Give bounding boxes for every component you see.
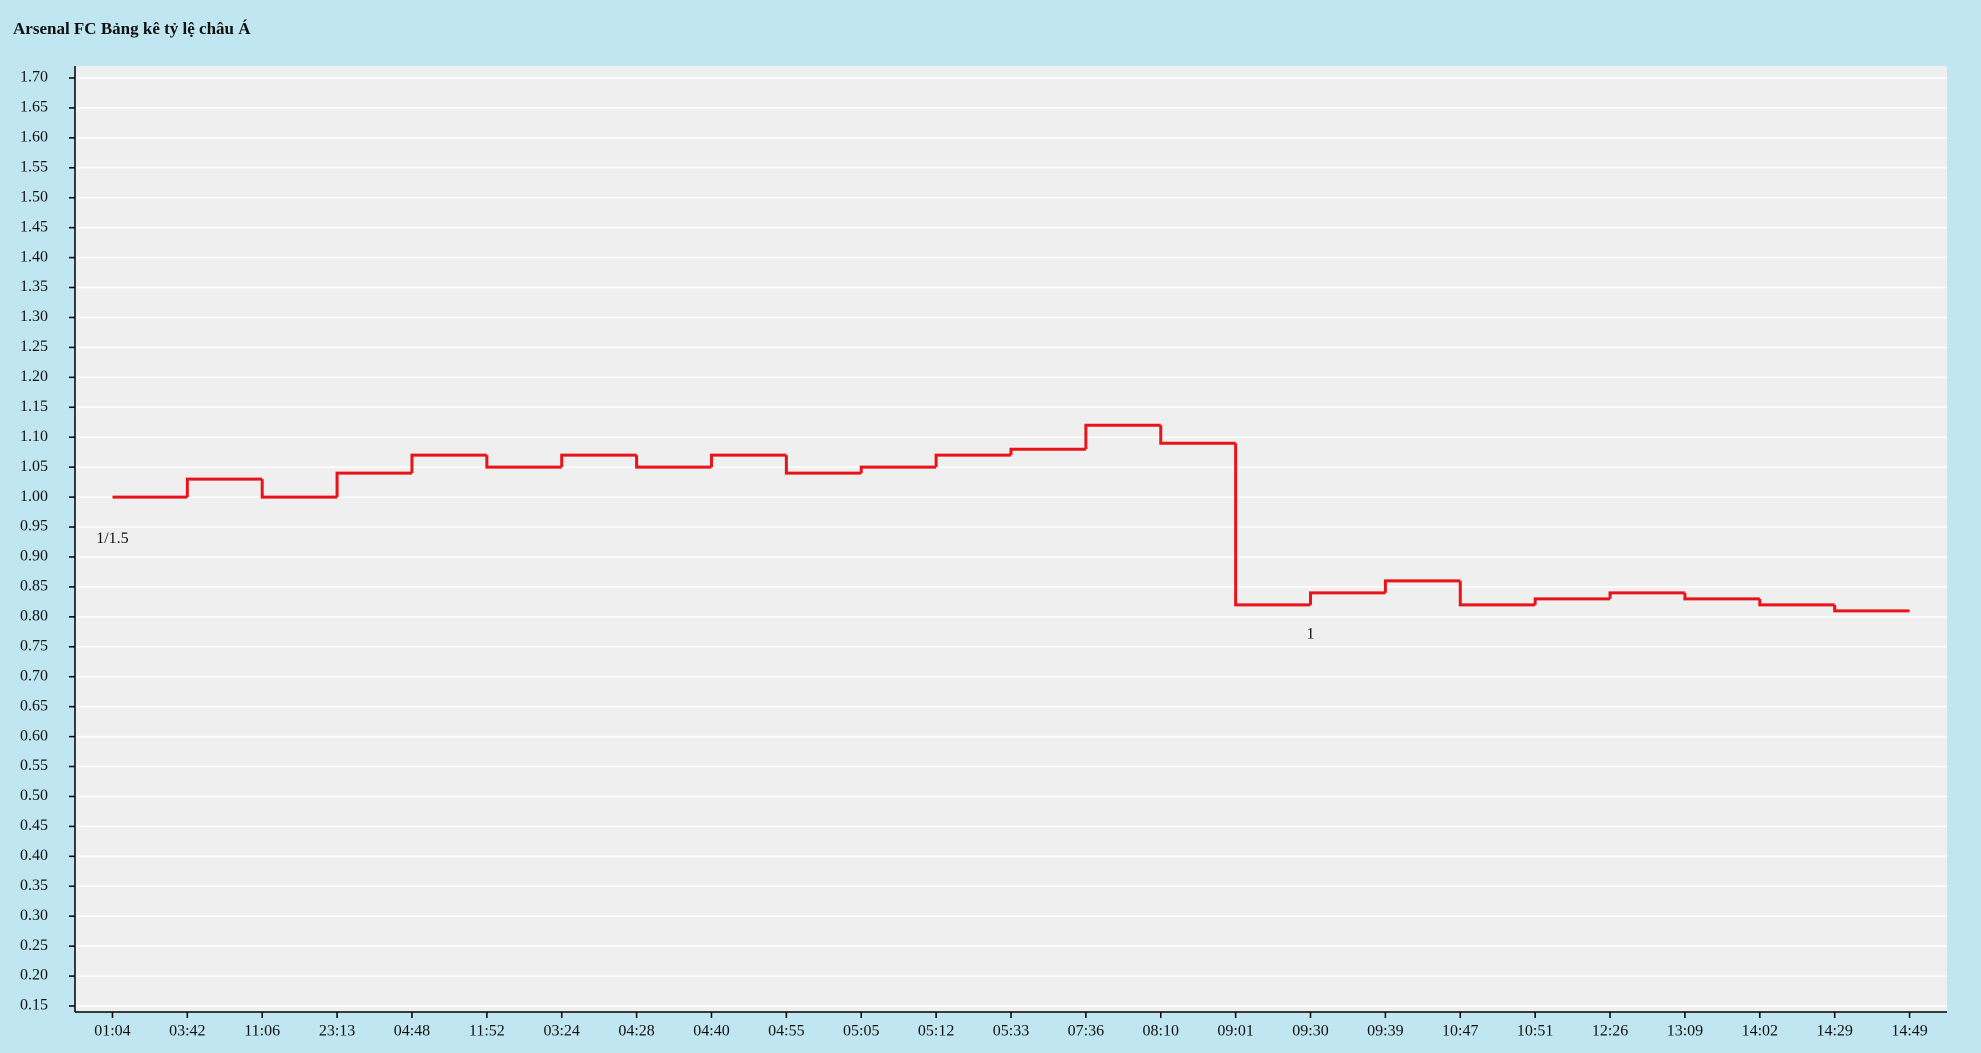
y-tick-label: 0.25 — [20, 937, 48, 954]
y-tick-label: 0.85 — [20, 578, 48, 595]
y-tick-label: 1.35 — [20, 278, 48, 295]
y-tick-label: 1.20 — [20, 368, 48, 385]
y-tick-label: 0.90 — [20, 548, 48, 565]
y-tick-label: 0.35 — [20, 877, 48, 894]
y-tick-label: 1.05 — [20, 458, 48, 475]
x-tick-label: 08:10 — [1143, 1023, 1179, 1040]
step-line — [1084, 423, 1161, 450]
step-line — [709, 453, 787, 468]
y-tick-label: 1.40 — [20, 248, 48, 265]
y-tick-label: 0.40 — [20, 847, 48, 864]
x-tick-label: 10:51 — [1517, 1023, 1553, 1040]
y-tick-label: 1.25 — [20, 338, 48, 355]
annotation: 1 — [1307, 626, 1315, 643]
step-line — [560, 453, 637, 468]
x-tick-label: 03:24 — [543, 1023, 579, 1040]
x-tick-label: 14:49 — [1891, 1023, 1927, 1040]
step-line — [635, 455, 712, 469]
x-tick-label: 01:04 — [94, 1023, 130, 1040]
step-line — [1009, 447, 1086, 456]
step-line — [1309, 591, 1386, 605]
x-tick-label: 11:06 — [244, 1023, 280, 1040]
step-line — [410, 453, 487, 474]
y-tick-label: 1.30 — [20, 308, 48, 325]
y-tick-label: 0.30 — [20, 907, 48, 924]
step-line — [934, 453, 1011, 468]
step-line — [1758, 598, 1835, 607]
x-tick-label: 04:40 — [693, 1023, 729, 1040]
y-tick-label: 0.20 — [20, 967, 48, 984]
step-line — [1533, 597, 1611, 605]
y-tick-label: 1.10 — [20, 428, 48, 445]
y-tick-label: 0.95 — [20, 518, 48, 535]
x-tick-label: 09:39 — [1367, 1023, 1403, 1040]
y-tick-label: 1.00 — [20, 488, 48, 505]
x-tick-label: 05:05 — [843, 1023, 879, 1040]
x-tick-label: 14:29 — [1816, 1023, 1852, 1040]
x-tick-label: 12:26 — [1592, 1023, 1628, 1040]
y-tick-label: 0.75 — [20, 637, 48, 654]
step-line — [1159, 425, 1236, 445]
x-tick-label: 05:12 — [918, 1023, 954, 1040]
annotation: 1/1.5 — [96, 530, 128, 547]
x-tick-label: 14:02 — [1742, 1023, 1778, 1040]
x-tick-label: 04:55 — [768, 1023, 804, 1040]
x-tick-label: 05:33 — [993, 1023, 1029, 1040]
step-line — [859, 465, 937, 474]
step-line — [335, 471, 412, 498]
step-line — [260, 479, 338, 499]
x-tick-label: 03:42 — [169, 1023, 205, 1040]
step-line — [1608, 591, 1685, 599]
y-tick-label: 0.70 — [20, 667, 48, 684]
y-tick-label: 0.50 — [20, 787, 48, 804]
y-tick-label: 1.15 — [20, 398, 48, 415]
y-tick-label: 0.45 — [20, 817, 48, 834]
plot-area — [75, 66, 1947, 1012]
x-tick-label: 04:48 — [394, 1023, 430, 1040]
y-tick-label: 0.15 — [20, 997, 48, 1014]
x-tick-label: 07:36 — [1068, 1023, 1104, 1040]
y-tick-label: 0.60 — [20, 727, 48, 744]
step-line — [485, 455, 562, 469]
y-tick-label: 1.50 — [20, 188, 48, 205]
x-tick-label: 11:52 — [469, 1023, 505, 1040]
chart-title: Arsenal FC Bảng kê tỷ lệ châu Á — [13, 19, 251, 38]
step-line — [185, 477, 263, 498]
x-tick-label: 04:28 — [618, 1023, 654, 1040]
y-tick-label: 0.65 — [20, 697, 48, 714]
step-line — [784, 455, 862, 475]
y-tick-label: 1.60 — [20, 129, 48, 146]
step-line — [1458, 580, 1536, 607]
x-tick-label: 09:30 — [1292, 1023, 1328, 1040]
step-line — [1383, 579, 1461, 593]
y-tick-label: 1.45 — [20, 218, 48, 235]
step-line — [1833, 604, 1910, 613]
x-tick-label: 23:13 — [319, 1023, 355, 1040]
y-tick-label: 1.65 — [20, 99, 48, 116]
y-tick-label: 1.70 — [20, 69, 48, 86]
step-line — [1234, 443, 1311, 607]
y-tick-label: 0.80 — [20, 608, 48, 625]
y-tick-label: 1.55 — [20, 158, 48, 175]
x-tick-label: 09:01 — [1217, 1023, 1253, 1040]
y-tick-label: 0.55 — [20, 757, 48, 774]
step-line — [1683, 592, 1760, 601]
x-tick-label: 10:47 — [1442, 1023, 1478, 1040]
x-tick-label: 13:09 — [1667, 1023, 1703, 1040]
